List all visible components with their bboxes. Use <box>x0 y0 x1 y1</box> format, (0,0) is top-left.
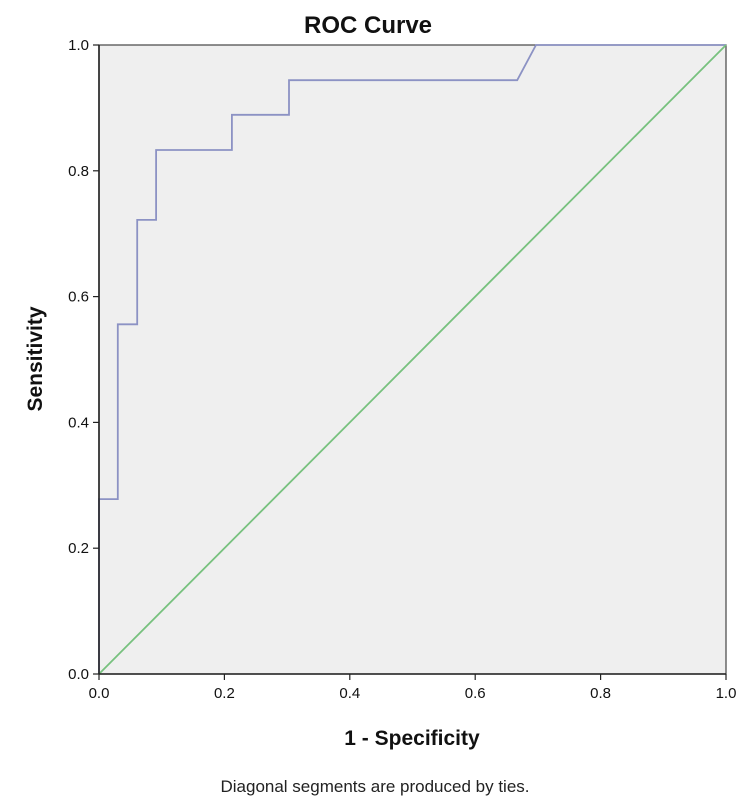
footnote: Diagonal segments are produced by ties. <box>220 777 529 796</box>
y-tick-label: 1.0 <box>68 37 89 54</box>
y-tick-label: 0.2 <box>68 540 89 557</box>
x-tick-label: 0.2 <box>214 685 235 702</box>
series-layer <box>98 44 727 675</box>
roc-curve-line <box>98 44 726 674</box>
x-tick-label: 0.8 <box>590 685 611 702</box>
x-axis-label: 1 - Specificity <box>344 727 480 750</box>
y-axis-ticks: 0.0 0.2 0.4 0.6 0.8 1.0 <box>68 37 99 683</box>
y-tick-label: 0.0 <box>68 666 89 683</box>
chart-title: ROC Curve <box>304 12 432 39</box>
y-tick-label: 0.6 <box>68 289 89 306</box>
x-axis-ticks: 0.0 0.2 0.4 0.6 0.8 1.0 <box>89 674 737 702</box>
x-tick-label: 0.0 <box>89 685 110 702</box>
x-tick-label: 0.4 <box>339 685 360 702</box>
y-tick-label: 0.4 <box>68 414 89 431</box>
y-tick-label: 0.8 <box>68 163 89 180</box>
x-tick-label: 1.0 <box>716 685 737 702</box>
x-tick-label: 0.6 <box>465 685 486 702</box>
y-axis-label: Sensitivity <box>24 306 47 411</box>
reference-diagonal-line <box>98 44 727 675</box>
